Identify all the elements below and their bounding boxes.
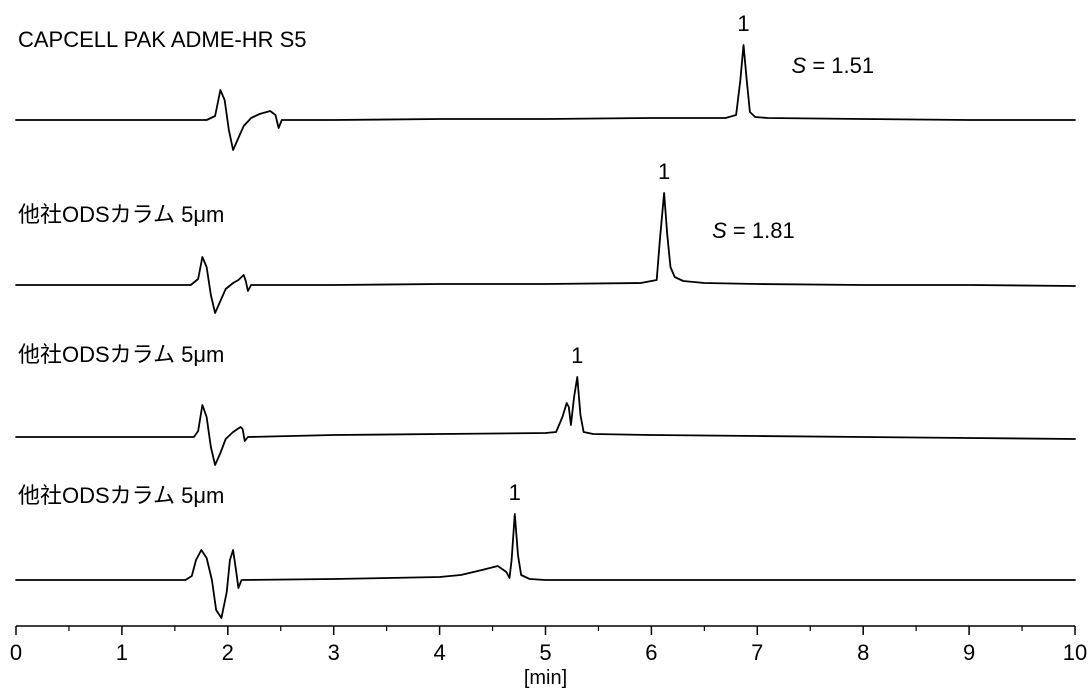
trace-label-3: 他社ODSカラム 5μm — [18, 342, 224, 367]
s-value-label-2: S = 1.81 — [712, 218, 795, 243]
x-tick-label-3: 3 — [328, 640, 340, 665]
trace-line-3 — [15, 376, 1076, 466]
labels-group: CAPCELL PAK ADME-HR S5 1 S = 1.51 他社ODSカラム … — [18, 11, 874, 508]
trace-line-1 — [15, 44, 1076, 151]
trace-line-2 — [15, 192, 1076, 314]
x-tick-label-1: 1 — [116, 640, 128, 665]
s-value-label-1: S = 1.51 — [792, 53, 875, 78]
x-tick-label-4: 4 — [433, 640, 445, 665]
traces-group — [15, 44, 1076, 619]
x-tick-label-8: 8 — [857, 640, 869, 665]
x-axis-title: [min] — [524, 667, 567, 689]
trace-label-4: 他社ODSカラム 5μm — [18, 483, 224, 508]
x-tick-label-10: 10 — [1063, 640, 1087, 665]
s-value: = 1.81 — [727, 218, 795, 243]
x-tick-label-0: 0 — [10, 640, 22, 665]
x-tick-label-5: 5 — [539, 640, 551, 665]
x-tick-label-2: 2 — [222, 640, 234, 665]
peak-label-1: 1 — [737, 11, 749, 36]
trace-label-1: CAPCELL PAK ADME-HR S5 — [18, 27, 307, 52]
x-tick-label-9: 9 — [963, 640, 975, 665]
peak-label-3: 1 — [571, 343, 583, 368]
x-axis: 0 1 2 3 4 5 6 7 8 9 10 [min] — [10, 625, 1087, 689]
x-tick-label-6: 6 — [645, 640, 657, 665]
x-tick-label-7: 7 — [751, 640, 763, 665]
trace-line-4 — [15, 513, 1076, 619]
s-symbol: S — [792, 53, 807, 78]
s-symbol: S — [712, 218, 727, 243]
trace-label-2: 他社ODSカラム 5μm — [18, 202, 224, 227]
s-value: = 1.51 — [806, 53, 874, 78]
peak-label-2: 1 — [658, 159, 670, 184]
peak-label-4: 1 — [509, 480, 521, 505]
